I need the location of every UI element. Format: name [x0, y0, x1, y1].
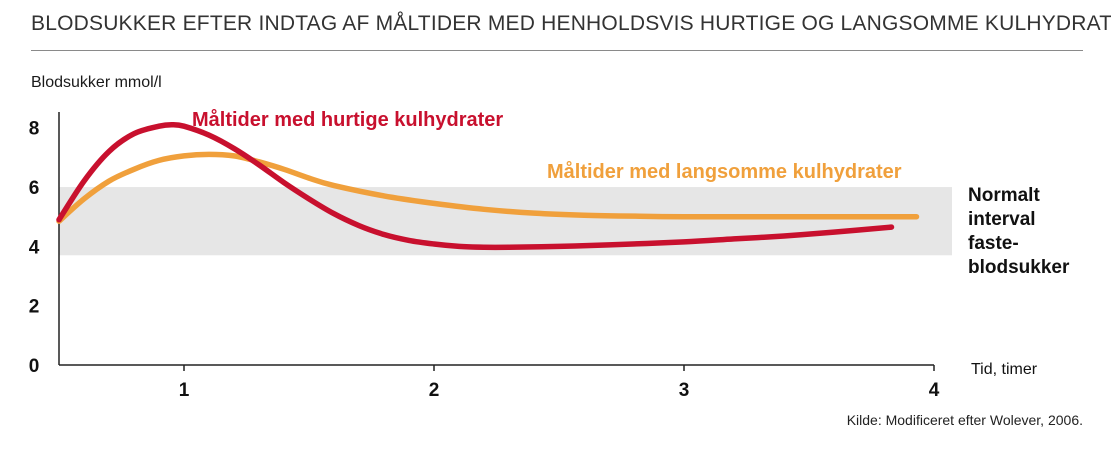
normal-range-label-line: faste- [968, 233, 1019, 254]
x-tick-label: 4 [929, 380, 940, 401]
y-tick-label: 4 [29, 237, 40, 258]
normal-range-label-line: interval [968, 209, 1036, 230]
source-note: Kilde: Modificeret efter Wolever, 2006. [846, 412, 1083, 428]
x-tick-label: 1 [179, 380, 190, 401]
x-axis-label: Tid, timer [971, 361, 1038, 378]
normal-range-band [59, 187, 952, 256]
title-divider [31, 50, 1083, 51]
y-tick-label: 2 [29, 297, 40, 318]
normal-range-label-line: blodsukker [968, 257, 1070, 278]
y-tick-label: 8 [29, 119, 40, 140]
series-fast-carbs-label: Måltider med hurtige kulhydrater [192, 108, 503, 131]
y-tick-label: 6 [29, 178, 40, 199]
x-tick-label: 2 [429, 380, 440, 401]
x-tick-label: 3 [679, 380, 690, 401]
series-slow-carbs-line [56, 151, 920, 224]
y-tick-label: 0 [29, 356, 40, 377]
chart-title: BLODSUKKER EFTER INDTAG AF MÅLTIDER MED … [31, 12, 1111, 35]
series-slow-carbs-label: Måltider med langsomme kulhydrater [547, 160, 902, 183]
series-fast-carbs-line [56, 122, 895, 251]
normal-range-label-line: Normalt [968, 185, 1040, 206]
y-axis-label: Blodsukker mmol/l [31, 74, 162, 91]
